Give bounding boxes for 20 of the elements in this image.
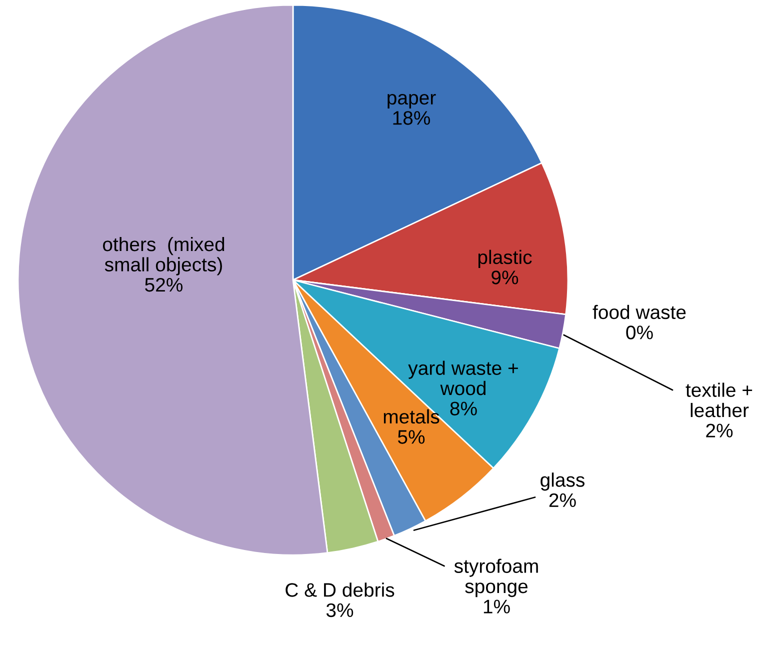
text: 0%	[626, 326, 653, 340]
category-label: food waste	[592, 304, 686, 320]
data-label: 52%	[145, 278, 183, 292]
slice-label: yard waste + wood	[408, 360, 518, 396]
slice-label: others (mixed small objects)	[102, 236, 224, 276]
slice-label: styrofoam sponge	[454, 558, 538, 598]
data-label: 3%	[326, 603, 354, 618]
slice-label: metals	[384, 409, 440, 424]
data-label: 1%	[484, 600, 510, 614]
data-label: 8%	[450, 402, 477, 416]
data-label: 18%	[393, 111, 430, 125]
data-label: 5%	[398, 430, 425, 444]
slice-label: plastic	[478, 250, 532, 268]
data-label: 2%	[549, 493, 576, 508]
slice-label: paper	[388, 94, 436, 108]
data-label: 2%	[706, 424, 733, 438]
data-label: 9%	[492, 270, 518, 284]
slice-label: textile + leather	[686, 382, 752, 418]
slice-label: C & D debris	[286, 582, 394, 597]
slice-label: glass	[540, 472, 584, 491]
